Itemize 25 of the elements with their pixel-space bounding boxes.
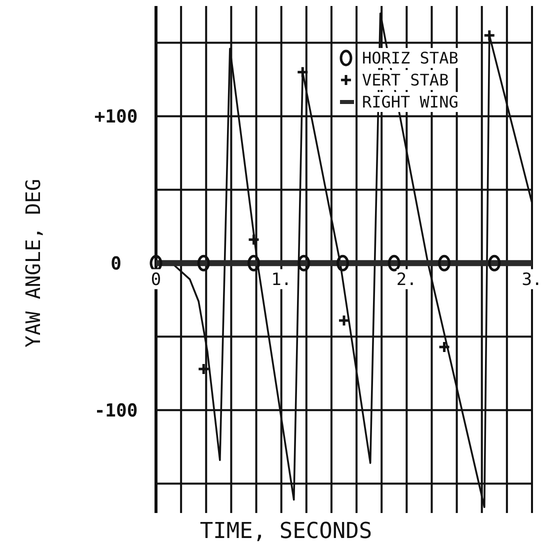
x-tick-label: 3. — [522, 270, 542, 290]
point — [438, 254, 451, 272]
point — [248, 254, 260, 272]
y-axis-title: YAW ANGLE, DEG — [21, 178, 45, 348]
point — [150, 254, 162, 272]
x-tick-label: 1. — [271, 270, 292, 290]
point — [388, 254, 400, 272]
point — [296, 66, 309, 78]
y-tick-label: +100 — [94, 106, 138, 128]
legend-label: VERT STAB — [362, 70, 449, 90]
y-tick-label: 0 — [110, 253, 122, 274]
point — [298, 254, 310, 272]
point — [197, 362, 210, 376]
legend-label: HORIZ STAB — [362, 48, 458, 68]
point — [488, 254, 501, 272]
point — [248, 233, 260, 246]
x-axis-title: TIME, SECONDS — [200, 519, 372, 544]
x-tick-label: 2. — [396, 270, 417, 290]
y-tick-label: -100 — [94, 400, 138, 422]
legend-label: RIGHT WING — [362, 92, 458, 112]
x-tick-label: 0 — [150, 270, 162, 290]
point — [336, 254, 349, 272]
point — [483, 29, 496, 42]
point — [438, 340, 451, 354]
point — [197, 254, 210, 272]
